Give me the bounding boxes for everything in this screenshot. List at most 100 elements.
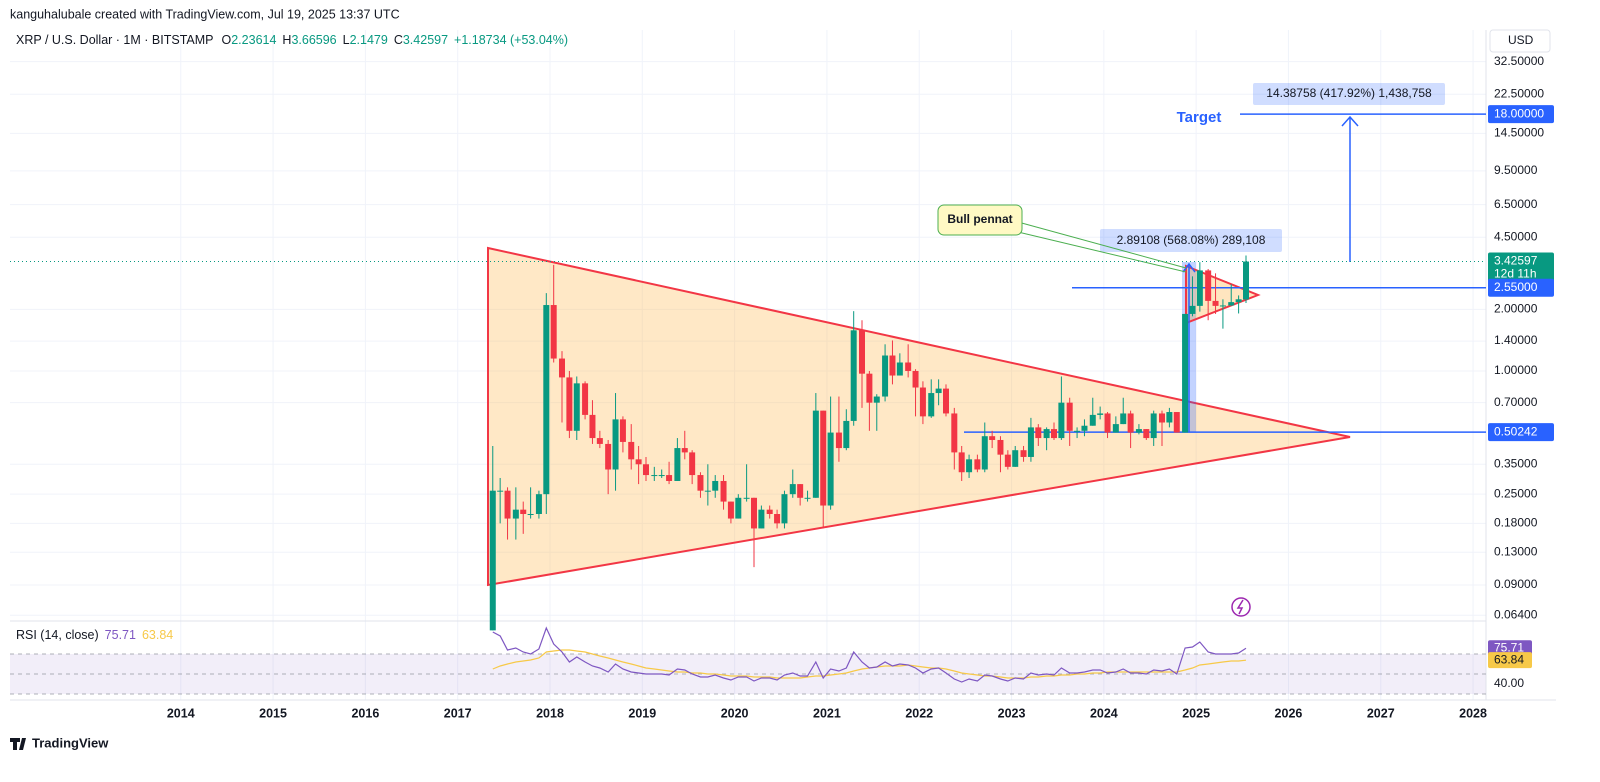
- price-label-box: [1488, 252, 1554, 283]
- x-tick-label: 2027: [1367, 706, 1395, 720]
- ohlc-letter: H: [282, 33, 291, 47]
- y-tick-label: 9.50000: [1494, 163, 1538, 177]
- candle-body: [605, 443, 612, 470]
- candle-body: [820, 410, 827, 506]
- candle-body: [504, 490, 511, 519]
- footer-brand: TradingView: [32, 735, 109, 750]
- y-tick-label: 4.50000: [1494, 229, 1538, 243]
- candle-body: [889, 355, 896, 376]
- rsi-value-label: 63.84: [1494, 652, 1524, 666]
- callout-pointer: [1017, 221, 1187, 269]
- candle-body: [566, 377, 573, 431]
- candle-body: [612, 419, 619, 470]
- candle-body: [643, 464, 649, 476]
- price-label-box: [1488, 278, 1554, 297]
- candle-body: [827, 432, 834, 506]
- candle-body: [520, 509, 527, 515]
- y-tick-label: 0.06400: [1494, 607, 1538, 621]
- measure-box: [1100, 229, 1282, 252]
- candle-body: [1043, 429, 1050, 439]
- candle-body: [843, 420, 850, 449]
- candle-body: [804, 497, 811, 499]
- rsi-value-box: [1488, 652, 1532, 669]
- candle-body: [727, 501, 734, 519]
- candle-body: [635, 459, 642, 465]
- x-tick-label: 2016: [351, 706, 379, 720]
- price-label: 3.42597: [1494, 254, 1538, 268]
- x-tick-label: 2018: [536, 706, 564, 720]
- candle-body: [697, 475, 704, 491]
- candle-body: [997, 439, 1004, 455]
- candle-body: [812, 410, 819, 498]
- rsi-value: 63.84: [142, 628, 173, 642]
- callout-box: [937, 204, 1023, 236]
- candle-body: [1104, 413, 1111, 433]
- price-label-box: [1488, 423, 1554, 442]
- header: kanguhalubale created with TradingView.c…: [10, 7, 400, 21]
- candle-body: [1127, 413, 1134, 433]
- candle-body: [1243, 261, 1249, 300]
- candle-body: [912, 370, 919, 388]
- candle-body: [896, 362, 903, 376]
- candle-body: [543, 305, 550, 495]
- price-label: 0.50242: [1494, 424, 1538, 438]
- y-tick-label: 1.40000: [1494, 333, 1538, 347]
- arrow-head: [1182, 262, 1196, 273]
- y-tick-label: 0.35000: [1494, 456, 1538, 470]
- candle-body: [651, 475, 658, 477]
- y-tick-label: 0.25000: [1494, 486, 1538, 500]
- candle-body: [497, 490, 504, 492]
- candle-body: [489, 490, 496, 631]
- y-tick-label: 0.70000: [1494, 395, 1538, 409]
- candle-body: [589, 414, 596, 439]
- x-tick-label: 2017: [444, 706, 472, 720]
- replay-icon[interactable]: [1231, 597, 1251, 617]
- pennant: [1185, 264, 1261, 325]
- candle-body: [974, 459, 981, 470]
- rsi-value: 75.71: [105, 628, 136, 642]
- x-tick-label: 2025: [1182, 706, 1210, 720]
- candle-body: [743, 497, 750, 499]
- candle-body: [1120, 413, 1127, 425]
- y-tick-label: 0.13000: [1494, 544, 1538, 558]
- candle-body: [1081, 425, 1088, 431]
- candle-body: [666, 475, 673, 481]
- candle-body: [1182, 313, 1189, 433]
- candle-body: [1051, 429, 1057, 439]
- currency-box: [1489, 29, 1551, 53]
- x-tick-label: 2015: [259, 706, 287, 720]
- callout-label: Bull pennat: [947, 212, 1012, 226]
- candle-body: [958, 452, 965, 473]
- candle-body: [1143, 429, 1150, 439]
- candle-body: [1066, 402, 1073, 431]
- candle-body: [935, 388, 942, 394]
- x-tick-label: 2024: [1090, 706, 1118, 720]
- candle-body: [674, 448, 681, 481]
- candle-body: [1074, 430, 1081, 432]
- price-label: 18.00000: [1494, 106, 1544, 120]
- rsi-value-label: 75.71: [1494, 640, 1524, 654]
- x-tick-label: 2020: [721, 706, 749, 720]
- x-tick-label: 2014: [167, 706, 195, 720]
- change: +1.18734 (+53.04%): [454, 33, 568, 47]
- candle-body: [1097, 413, 1104, 415]
- candle-body: [1027, 427, 1034, 457]
- candle-body: [951, 413, 958, 453]
- candle-body: [1189, 305, 1196, 314]
- target-label: Target: [1177, 109, 1222, 126]
- y-tick-label: 1.00000: [1494, 363, 1538, 377]
- candle-body: [774, 514, 781, 524]
- x-tick-label: 2023: [998, 706, 1026, 720]
- candle-body: [766, 509, 773, 515]
- candle-body: [573, 383, 580, 431]
- candle-body: [751, 497, 757, 529]
- candle-body: [919, 387, 926, 417]
- candle-body: [758, 509, 765, 529]
- candle-body: [1020, 450, 1027, 457]
- price-label-note: 12d 11h: [1494, 267, 1537, 281]
- candle-body: [1159, 413, 1165, 423]
- currency: USD: [1508, 33, 1534, 47]
- candle-body: [789, 484, 796, 495]
- candle-body: [797, 484, 804, 498]
- candle-body: [720, 480, 727, 502]
